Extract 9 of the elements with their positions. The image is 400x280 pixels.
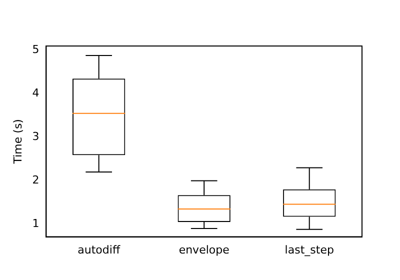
x-tick-label: last_step xyxy=(284,243,334,256)
y-tick-label: 3 xyxy=(32,130,40,144)
y-tick-label: 4 xyxy=(32,86,40,100)
y-tick-label: 2 xyxy=(32,174,40,187)
y-axis-title: Time (s) xyxy=(11,119,24,165)
x-tick-label: autodiff xyxy=(78,243,120,256)
y-tick-label: 5 xyxy=(32,43,40,56)
x-tick-label: envelope xyxy=(178,243,230,256)
y-tick-label: 1 xyxy=(32,217,40,230)
